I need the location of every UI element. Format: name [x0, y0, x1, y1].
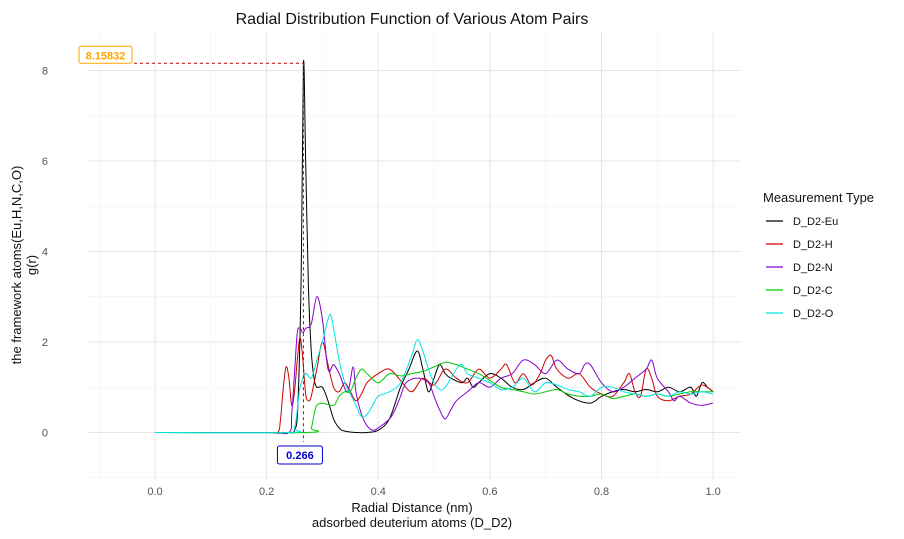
peak-y-label: 8.15832 [78, 45, 133, 64]
series-lines [154, 60, 714, 435]
series-line-d-d2-n [154, 296, 714, 435]
y-tick-label: 8 [42, 65, 48, 77]
legend-item: D_D2-N [766, 262, 833, 274]
series-line-d-d2-o [154, 313, 714, 434]
y-tick-label: 0 [42, 427, 48, 439]
chart-title: Radial Distribution Function of Various … [236, 11, 589, 28]
peak-x-label: 0.266 [276, 445, 323, 465]
series-line-d-d2-eu [154, 60, 714, 434]
x-tick-label: 0.0 [147, 486, 162, 498]
legend-item: D_D2-Eu [766, 216, 838, 228]
y-axis-title: the framework atoms(Eu,H,N,C,O) [9, 166, 24, 365]
x-tick-label: 1.0 [705, 486, 720, 498]
series-line-d-d2-c [154, 361, 714, 434]
legend: D_D2-Eu D_D2-H D_D2-N D_D2-C D_D2-O [766, 216, 838, 320]
legend-item: D_D2-H [766, 239, 833, 251]
legend-label: D_D2-O [793, 308, 834, 320]
legend-item: D_D2-O [766, 308, 834, 320]
x-tick-label: 0.8 [594, 486, 609, 498]
y-tick-label: 6 [42, 156, 48, 168]
x-tick-label: 0.4 [371, 486, 386, 498]
y-tick-label: 2 [42, 337, 48, 349]
grid [88, 32, 741, 480]
legend-item: D_D2-C [766, 285, 833, 297]
y-tick-labels: 0 2 4 6 8 [42, 65, 48, 439]
x-tick-label: 0.2 [259, 486, 274, 498]
x-tick-labels: 0.0 0.2 0.4 0.6 0.8 1.0 [147, 486, 720, 498]
peak-annotation: 8.15832 0.266 [78, 45, 323, 465]
legend-label: D_D2-H [793, 239, 833, 251]
peak-x-label-text: 0.266 [286, 450, 314, 462]
legend-label: D_D2-N [793, 262, 833, 274]
peak-y-label-box [78, 45, 133, 64]
legend-label: D_D2-Eu [793, 216, 838, 228]
y-axis-subtitle: g(r) [24, 255, 39, 275]
x-axis-title: Radial Distance (nm) [351, 500, 472, 515]
peak-x-label-box [276, 445, 323, 465]
legend-title: Measurement Type [763, 190, 874, 205]
peak-y-label-text: 8.15832 [86, 50, 126, 62]
series-line-d-d2-h [154, 336, 714, 434]
x-axis-subtitle: adsorbed deuterium atoms (D_D2) [312, 515, 512, 530]
legend-label: D_D2-C [793, 285, 833, 297]
x-tick-label: 0.6 [482, 486, 497, 498]
y-tick-label: 4 [42, 246, 48, 258]
